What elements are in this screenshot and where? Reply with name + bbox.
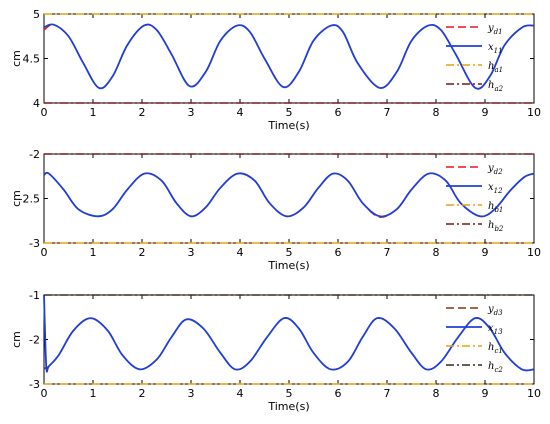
x-tick-label: 6 xyxy=(335,246,342,259)
y-tick-label: -3 xyxy=(29,237,40,250)
legend-entry: ha1 xyxy=(488,61,503,74)
x-tick-label: 0 xyxy=(41,387,48,400)
legend-entry: hc1 xyxy=(488,342,503,355)
x-tick-label: 2 xyxy=(139,106,146,119)
x-tick-label: 1 xyxy=(90,246,97,259)
y-tick-label: -2 xyxy=(29,148,40,161)
x-tick-label: 3 xyxy=(188,106,195,119)
legend-entry: yd1 xyxy=(487,23,503,36)
legend-entry: ha2 xyxy=(488,80,504,93)
x-tick-label: 1 xyxy=(90,387,97,400)
x-tick-label: 4 xyxy=(237,106,244,119)
x-tick-label: 5 xyxy=(286,246,293,259)
legend-entry: x13 xyxy=(488,323,503,336)
legend-entry: hc2 xyxy=(488,361,503,374)
legend: yd3 x13 hc1 hc2 xyxy=(446,304,503,374)
legend-entry: x11 xyxy=(488,42,503,55)
x-tick-label: 10 xyxy=(527,387,541,400)
legend-entry: yd3 xyxy=(487,304,503,317)
y-tick-label: -1 xyxy=(29,289,40,302)
y-axis-label: cm xyxy=(10,331,23,348)
x-tick-label: 5 xyxy=(286,106,293,119)
x-tick-label: 9 xyxy=(482,106,489,119)
x-tick-label: 8 xyxy=(433,106,440,119)
x-tick-label: 10 xyxy=(527,246,541,259)
plot-frame xyxy=(43,294,535,385)
x-tick-label: 7 xyxy=(384,246,391,259)
x-tick-label: 2 xyxy=(139,246,146,259)
series-line-x12 xyxy=(43,171,535,218)
x-tick-label: 9 xyxy=(482,246,489,259)
x-tick-label: 7 xyxy=(384,106,391,119)
x-tick-label: 5 xyxy=(286,387,293,400)
x-axis-label: Time(s) xyxy=(267,119,309,132)
x-tick-label: 4 xyxy=(237,246,244,259)
y-tick-label: 4 xyxy=(33,97,40,110)
x-tick-label: 2 xyxy=(139,387,146,400)
x-axis-label: Time(s) xyxy=(267,400,309,413)
chart-panel-3: 0 1 2 3 4 5 6 7 8 9 10 -3 -2 -1 Time(s) cm yd3 x13 hc1 hc2 xyxy=(10,289,541,413)
y-tick-label: -3 xyxy=(29,378,40,391)
y-tick-label: -2 xyxy=(29,334,40,347)
y-axis-label: cm xyxy=(10,190,23,207)
x-axis-label: Time(s) xyxy=(267,259,309,272)
legend-entry: hb1 xyxy=(488,201,503,214)
legend-entry: hb2 xyxy=(488,220,504,233)
x-tick-label: 10 xyxy=(527,106,541,119)
x-tick-label: 6 xyxy=(335,387,342,400)
x-tick-label: 0 xyxy=(41,246,48,259)
series-line-x13 xyxy=(43,294,535,373)
x-tick-label: 7 xyxy=(384,387,391,400)
x-tick-label: 3 xyxy=(188,387,195,400)
x-tick-label: 1 xyxy=(90,106,97,119)
y-tick-label: 5 xyxy=(33,8,40,21)
x-tick-label: 6 xyxy=(335,106,342,119)
x-tick-label: 8 xyxy=(433,387,440,400)
legend-entry: yd2 xyxy=(487,163,503,176)
x-tick-label: 4 xyxy=(237,387,244,400)
legend-entry: x12 xyxy=(488,182,503,195)
x-tick-label: 3 xyxy=(188,246,195,259)
y-axis-label: cm xyxy=(10,50,23,67)
legend: yd1 x11 ha1 ha2 xyxy=(446,23,504,93)
plot-frame xyxy=(43,13,535,104)
legend: yd2 x12 hb1 hb2 xyxy=(446,163,504,233)
y-tick-label: 4.5 xyxy=(23,53,41,66)
y-tick-label: -2.5 xyxy=(19,193,40,206)
x-tick-label: 0 xyxy=(41,106,48,119)
x-tick-label: 8 xyxy=(433,246,440,259)
chart-panel-2: 0 1 2 3 4 5 6 7 8 9 10 -3 -2.5 -2 Time(s) cm yd2 x12 hb1 hb… xyxy=(10,148,541,272)
x-tick-label: 9 xyxy=(482,387,489,400)
